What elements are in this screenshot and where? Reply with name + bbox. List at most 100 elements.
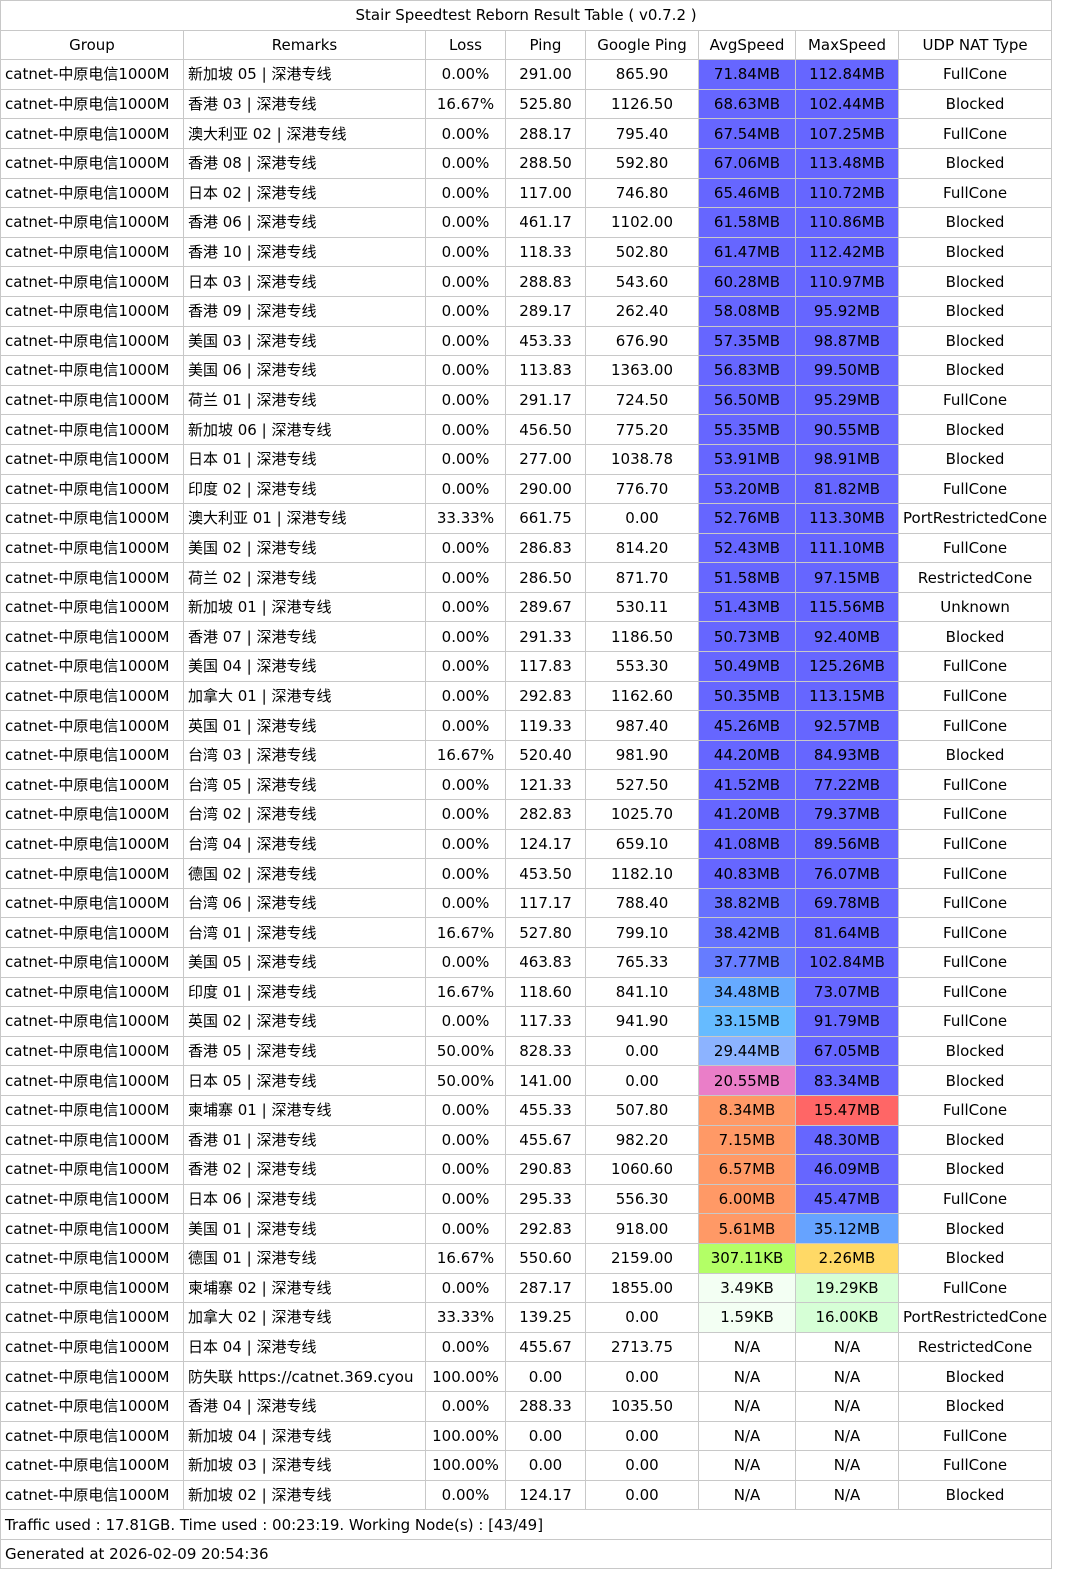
generated-timestamp: Generated at 2026-02-09 20:54:36 (0, 1538, 1053, 1570)
cell-loss: 0.00% (425, 236, 506, 268)
cell-ping: 0.00 (505, 1420, 586, 1452)
table-row: catnet-中原电信1000M 台湾 01 | 深港专线 16.67% 527.80… (0, 917, 1053, 948)
cell-max-speed: 110.72MB (795, 177, 899, 209)
table-row: catnet-中原电信1000M 香港 01 | 深港专线 0.00% 455.67 9… (0, 1124, 1053, 1156)
cell-group: catnet-中原电信1000M (0, 532, 184, 564)
cell-loss: 0.00% (425, 59, 506, 90)
cell-google-ping: 724.50 (585, 384, 699, 416)
cell-remarks: 香港 01 | 深港专线 (183, 1124, 426, 1156)
cell-udp-nat-type: Blocked (897, 621, 1053, 653)
cell-loss: 16.67% (425, 976, 506, 1008)
cell-ping: 463.83 (505, 947, 586, 978)
cell-loss: 0.00% (425, 295, 506, 327)
cell-group: catnet-中原电信1000M (0, 1094, 184, 1126)
table-row: catnet-中原电信1000M 荷兰 01 | 深港专线 0.00% 291.17 7… (0, 384, 1053, 416)
cell-loss: 16.67% (425, 917, 506, 948)
cell-remarks: 新加坡 06 | 深港专线 (183, 414, 426, 445)
cell-max-speed: 67.05MB (795, 1035, 899, 1067)
cell-group: catnet-中原电信1000M (0, 1390, 184, 1422)
cell-avg-speed: N/A (698, 1390, 796, 1422)
cell-group: catnet-中原电信1000M (0, 1006, 184, 1037)
table-row: catnet-中原电信1000M 新加坡 03 | 深港专线 100.00% 0.00… (0, 1450, 1053, 1481)
cell-max-speed: 45.47MB (795, 1183, 899, 1215)
cell-loss: 0.00% (425, 947, 506, 978)
cell-ping: 295.33 (505, 1183, 586, 1215)
cell-max-speed: 97.15MB (795, 562, 899, 593)
cell-ping: 291.17 (505, 384, 586, 416)
cell-udp-nat-type: FullCone (897, 887, 1053, 919)
cell-ping: 139.25 (505, 1302, 586, 1333)
table-row: catnet-中原电信1000M 荷兰 02 | 深港专线 0.00% 286.50 8… (0, 562, 1053, 593)
cell-group: catnet-中原电信1000M (0, 414, 184, 445)
cell-udp-nat-type: RestrictedCone (897, 1331, 1053, 1363)
cell-loss: 0.00% (425, 1006, 506, 1037)
cell-google-ping: 1363.00 (585, 355, 699, 386)
cell-google-ping: 0.00 (585, 1065, 699, 1096)
cell-google-ping: 841.10 (585, 976, 699, 1008)
cell-loss: 0.00% (425, 147, 506, 179)
cell-ping: 118.33 (505, 236, 586, 268)
cell-max-speed: 81.82MB (795, 473, 899, 505)
cell-avg-speed: 65.46MB (698, 177, 796, 209)
table-row: catnet-中原电信1000M 德国 01 | 深港专线 16.67% 550.60… (0, 1242, 1053, 1274)
cell-google-ping: 676.90 (585, 325, 699, 357)
cell-ping: 290.00 (505, 473, 586, 505)
cell-remarks: 日本 04 | 深港专线 (183, 1331, 426, 1363)
cell-avg-speed: 5.61MB (698, 1213, 796, 1244)
cell-udp-nat-type: FullCone (897, 799, 1053, 830)
cell-google-ping: 1162.60 (585, 680, 699, 712)
cell-group: catnet-中原电信1000M (0, 147, 184, 179)
cell-loss: 0.00% (425, 562, 506, 593)
cell-google-ping: 987.40 (585, 710, 699, 741)
cell-remarks: 台湾 01 | 深港专线 (183, 917, 426, 948)
cell-avg-speed: 53.20MB (698, 473, 796, 505)
cell-avg-speed: 3.49KB (698, 1272, 796, 1304)
table-row: catnet-中原电信1000M 台湾 04 | 深港专线 0.00% 124.17 6… (0, 828, 1053, 860)
cell-remarks: 香港 08 | 深港专线 (183, 147, 426, 179)
cell-google-ping: 2713.75 (585, 1331, 699, 1363)
cell-group: catnet-中原电信1000M (0, 858, 184, 889)
cell-max-speed: 83.34MB (795, 1065, 899, 1096)
cell-udp-nat-type: Unknown (897, 591, 1053, 623)
cell-udp-nat-type: Blocked (897, 1213, 1053, 1244)
cell-loss: 33.33% (425, 503, 506, 534)
cell-udp-nat-type: FullCone (897, 858, 1053, 889)
cell-ping: 290.83 (505, 1154, 586, 1185)
cell-max-speed: 19.29KB (795, 1272, 899, 1304)
table-row: catnet-中原电信1000M 日本 01 | 深港专线 0.00% 277.00 1… (0, 443, 1053, 475)
table-row: catnet-中原电信1000M 防失联 https://catnet.369.c… (0, 1361, 1053, 1392)
cell-ping: 456.50 (505, 414, 586, 445)
cell-udp-nat-type: FullCone (897, 917, 1053, 948)
cell-avg-speed: 67.54MB (698, 118, 796, 149)
cell-max-speed: 113.15MB (795, 680, 899, 712)
cell-remarks: 香港 03 | 深港专线 (183, 88, 426, 120)
cell-group: catnet-中原电信1000M (0, 917, 184, 948)
cell-ping: 550.60 (505, 1242, 586, 1274)
table-row: catnet-中原电信1000M 台湾 06 | 深港专线 0.00% 117.17 7… (0, 887, 1053, 919)
cell-loss: 0.00% (425, 384, 506, 416)
cell-max-speed: 95.92MB (795, 295, 899, 327)
table-row: catnet-中原电信1000M 澳大利亚 01 | 深港专线 33.33% 661.… (0, 503, 1053, 534)
table-row: catnet-中原电信1000M 香港 08 | 深港专线 0.00% 288.50 5… (0, 147, 1053, 179)
table-row: catnet-中原电信1000M 英国 02 | 深港专线 0.00% 117.33 9… (0, 1006, 1053, 1037)
cell-udp-nat-type: FullCone (897, 177, 1053, 209)
cell-loss: 0.00% (425, 1390, 506, 1422)
cell-loss: 0.00% (425, 473, 506, 505)
cell-avg-speed: 8.34MB (698, 1094, 796, 1126)
cell-loss: 0.00% (425, 266, 506, 297)
cell-udp-nat-type: FullCone (897, 1183, 1053, 1215)
cell-remarks: 美国 04 | 深港专线 (183, 651, 426, 682)
cell-max-speed: 92.57MB (795, 710, 899, 741)
cell-remarks: 香港 09 | 深港专线 (183, 295, 426, 327)
cell-ping: 291.00 (505, 59, 586, 90)
cell-loss: 0.00% (425, 828, 506, 860)
cell-ping: 141.00 (505, 1065, 586, 1096)
cell-max-speed: 95.29MB (795, 384, 899, 416)
cell-avg-speed: 61.47MB (698, 236, 796, 268)
cell-udp-nat-type: Blocked (897, 147, 1053, 179)
cell-remarks: 德国 02 | 深港专线 (183, 858, 426, 889)
cell-avg-speed: 41.20MB (698, 799, 796, 830)
table-row: catnet-中原电信1000M 印度 01 | 深港专线 16.67% 118.60… (0, 976, 1053, 1008)
table-row: catnet-中原电信1000M 澳大利亚 02 | 深港专线 0.00% 288.1… (0, 118, 1053, 149)
cell-group: catnet-中原电信1000M (0, 562, 184, 593)
